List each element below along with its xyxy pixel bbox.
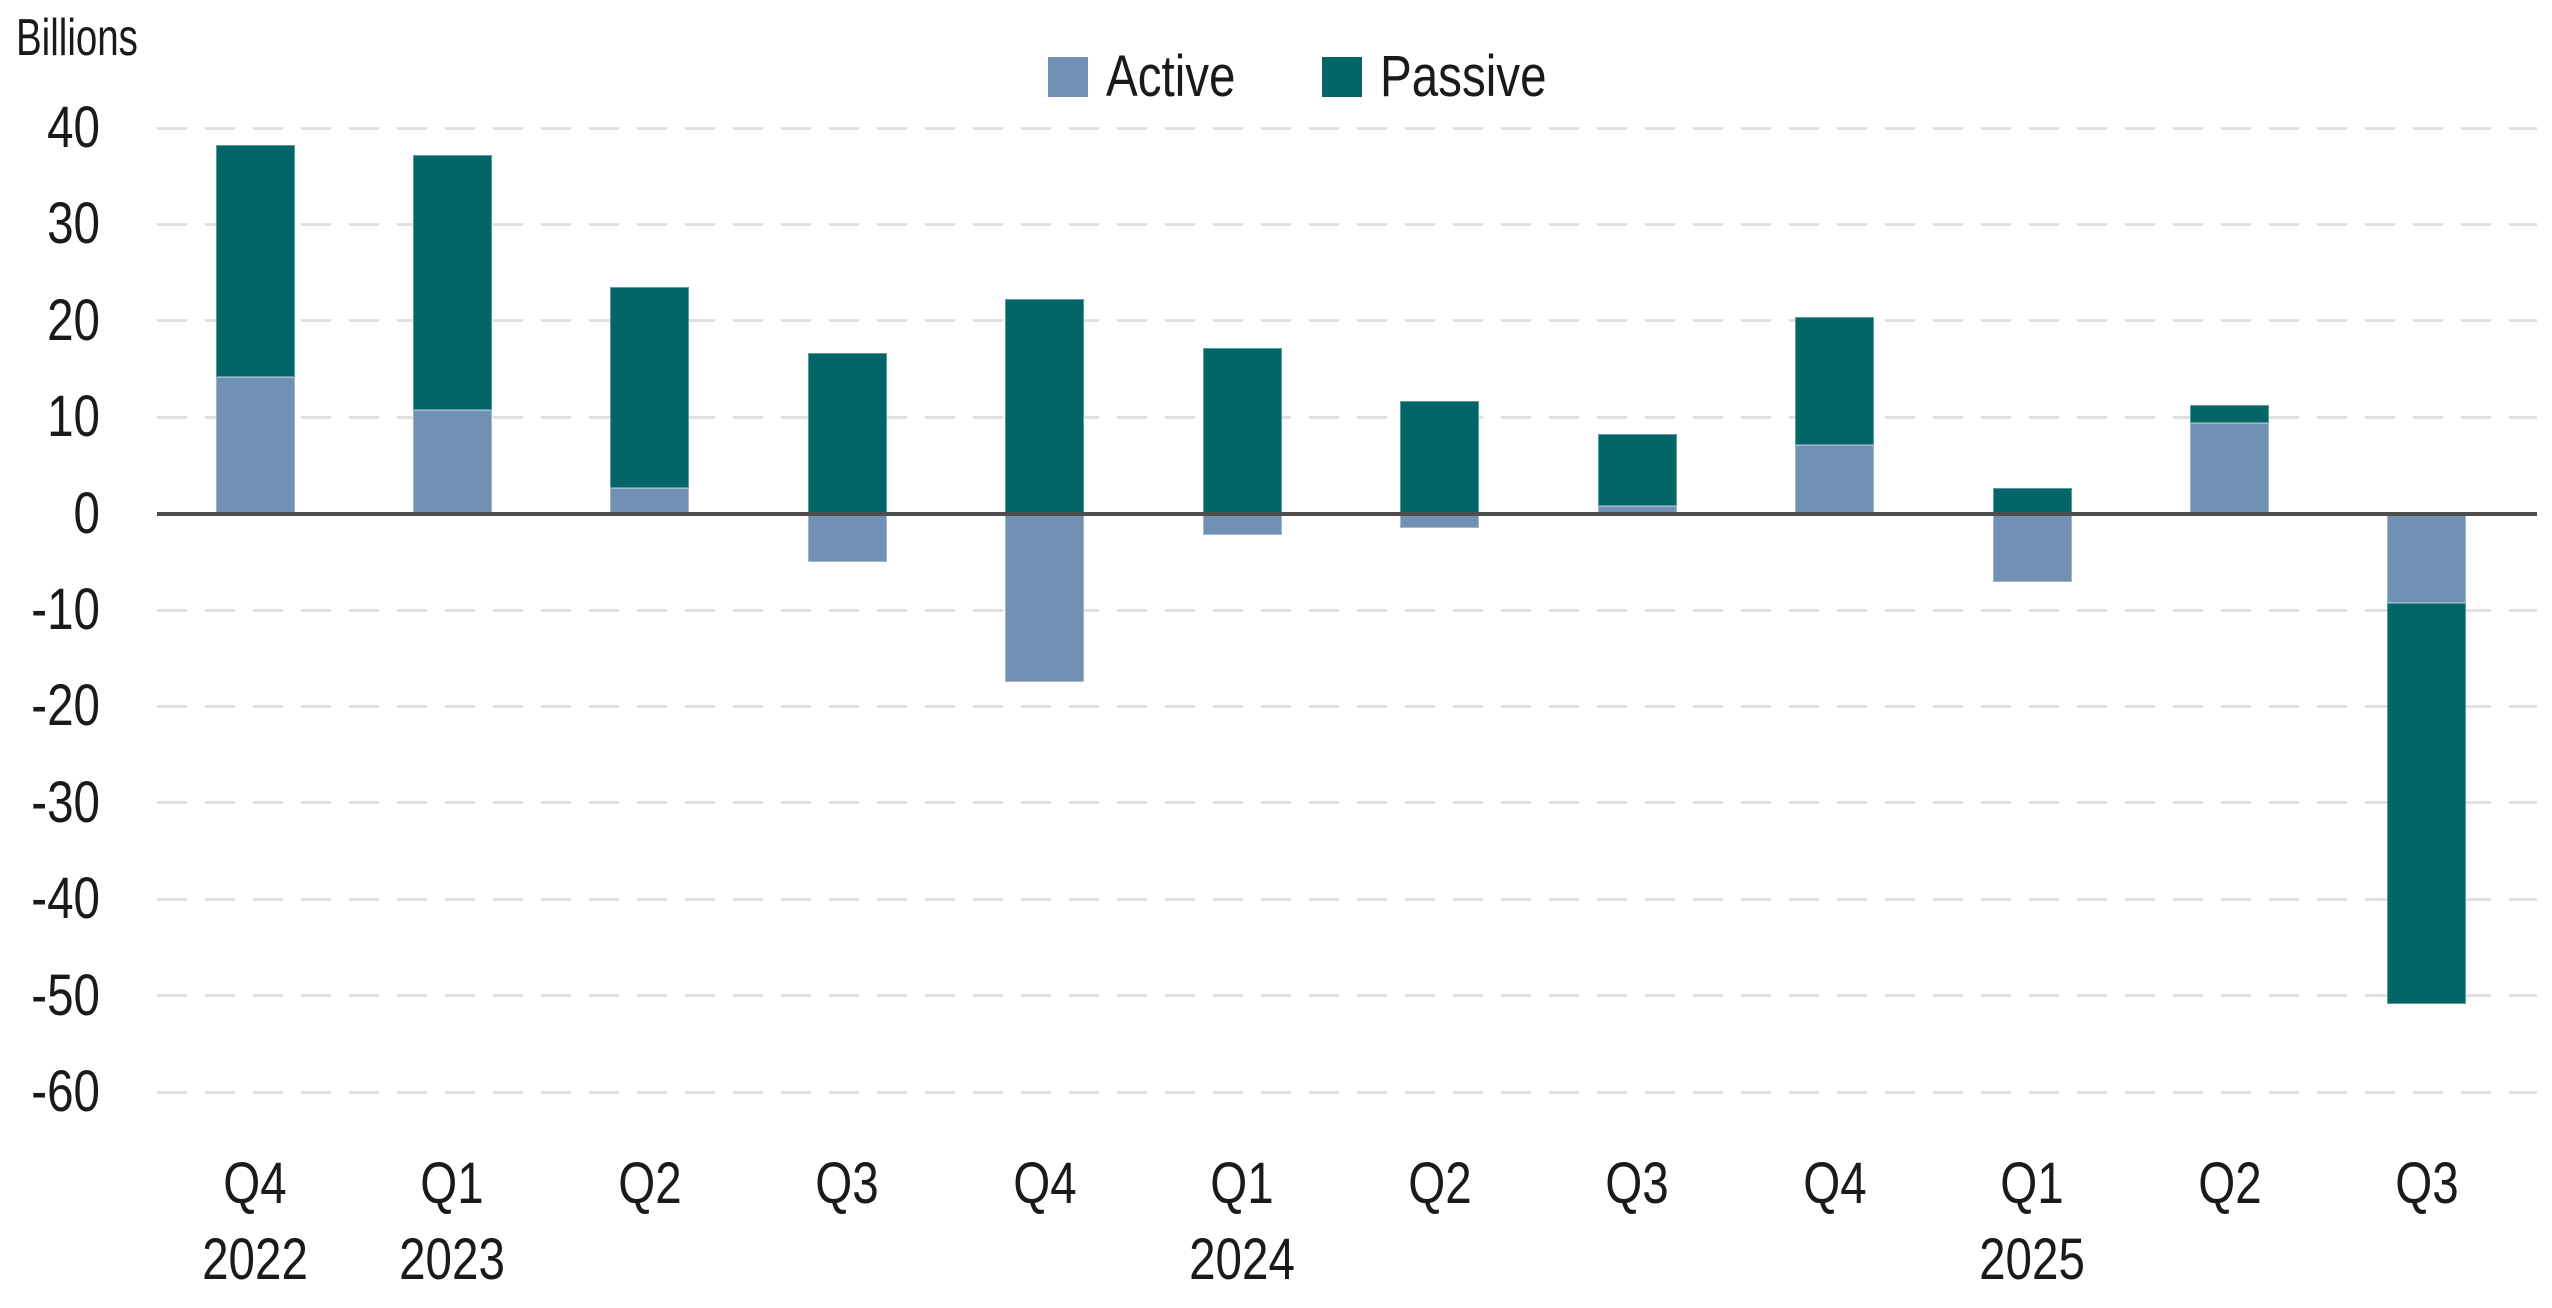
x-tick-quarter: Q2 xyxy=(2197,1151,2262,1216)
chart-legend: Active Passive xyxy=(1048,48,1583,106)
gridline--30 xyxy=(157,801,2537,805)
x-tick-label-Q4-2022-idx0: Q4 2022 xyxy=(173,1146,337,1298)
bar-segment-passive-Q3-idx7 xyxy=(1597,433,1677,506)
bar-segment-passive-Q1-2025-idx9 xyxy=(1992,487,2072,514)
x-tick-label-Q3-idx11: Q3 xyxy=(2345,1146,2509,1222)
bar-segment-active-Q3-idx11 xyxy=(2387,513,2467,604)
x-tick-label-Q4-idx4: Q4 xyxy=(963,1146,1127,1222)
bar-segment-active-Q4-2022-idx0 xyxy=(215,376,295,514)
y-axis-unit-label: Billions xyxy=(16,9,138,67)
x-tick-quarter: Q2 xyxy=(618,1151,682,1216)
x-tick-year: 2025 xyxy=(1979,1227,2085,1292)
gridline-30 xyxy=(157,222,2537,226)
gridline--60 xyxy=(157,1090,2537,1094)
bar-segment-active-Q3-idx7 xyxy=(1597,505,1677,514)
bar-segment-active-Q1-2025-idx9 xyxy=(1992,513,2072,583)
y-tick-label-40: 40 xyxy=(47,95,100,160)
x-tick-quarter: Q2 xyxy=(1407,1151,1472,1216)
bar-segment-active-Q2-idx2 xyxy=(610,487,690,514)
x-tick-label-Q3-idx7: Q3 xyxy=(1555,1146,1719,1222)
x-tick-quarter: Q4 xyxy=(1802,1151,1867,1216)
bar-segment-passive-Q3-idx3 xyxy=(807,352,887,514)
y-tick-label-30: 30 xyxy=(47,191,100,257)
x-tick-year: 2023 xyxy=(399,1227,506,1292)
bar-segment-passive-Q2-idx2 xyxy=(610,287,690,488)
legend-label-passive: Passive xyxy=(1379,44,1547,109)
y-tick-label-0: 0 xyxy=(73,480,100,546)
bar-segment-passive-Q4-2022-idx0 xyxy=(215,145,295,377)
gridline-20 xyxy=(157,319,2537,323)
bar-segment-passive-Q1-2023-idx1 xyxy=(412,154,492,411)
y-tick-label--60: -60 xyxy=(31,1059,100,1124)
x-tick-quarter: Q4 xyxy=(1013,1151,1077,1216)
x-tick-label-Q2-idx2: Q2 xyxy=(568,1146,732,1222)
x-tick-quarter: Q3 xyxy=(2395,1151,2459,1216)
bar-segment-active-Q4-idx8 xyxy=(1795,445,1875,514)
x-tick-label-Q1-2024-idx5: Q1 2024 xyxy=(1160,1146,1324,1298)
bar-segment-active-Q3-idx3 xyxy=(807,513,887,562)
gridline--50 xyxy=(157,994,2537,998)
bar-segment-active-Q1-2024-idx5 xyxy=(1202,513,1282,535)
x-tick-quarter: Q3 xyxy=(1605,1151,1669,1216)
x-tick-label-Q2-idx6: Q2 xyxy=(1358,1146,1522,1222)
bar-segment-passive-Q4-idx8 xyxy=(1795,316,1875,446)
zero-axis-line xyxy=(157,511,2537,516)
x-tick-label-Q1-2023-idx1: Q1 2023 xyxy=(370,1146,534,1298)
gridline--20 xyxy=(157,704,2537,708)
bar-segment-active-Q1-2023-idx1 xyxy=(412,410,492,514)
x-tick-quarter: Q4 xyxy=(223,1151,287,1216)
x-tick-quarter: Q3 xyxy=(815,1151,880,1216)
bar-segment-passive-Q3-idx11 xyxy=(2387,603,2467,1005)
bar-segment-active-Q2-idx10 xyxy=(2190,422,2269,514)
x-tick-quarter: Q1 xyxy=(420,1151,485,1216)
legend-label-active: Active xyxy=(1106,44,1236,109)
bar-segment-passive-Q2-idx10 xyxy=(2190,404,2269,423)
x-tick-quarter: Q1 xyxy=(2000,1151,2064,1216)
gridline-40 xyxy=(157,126,2537,130)
active-swatch-icon xyxy=(1048,57,1088,97)
y-tick-label--40: -40 xyxy=(31,866,100,932)
x-tick-quarter: Q1 xyxy=(1210,1151,1274,1216)
bar-segment-passive-Q2-idx6 xyxy=(1400,400,1480,514)
y-tick-label--20: -20 xyxy=(31,673,100,739)
bar-segment-active-Q4-idx4 xyxy=(1005,513,1085,683)
x-tick-year: 2022 xyxy=(202,1227,308,1292)
passive-swatch-icon xyxy=(1321,57,1362,97)
legend-item-active: Active xyxy=(1048,48,1264,106)
gridline--10 xyxy=(157,608,2537,612)
x-tick-label-Q2-idx10: Q2 xyxy=(2148,1146,2312,1222)
x-tick-label-Q4-idx8: Q4 xyxy=(1753,1146,1917,1222)
x-tick-year: 2024 xyxy=(1189,1227,1296,1292)
y-tick-label-20: 20 xyxy=(47,287,100,353)
x-tick-label-Q1-2025-idx9: Q1 2025 xyxy=(1950,1146,2114,1298)
y-tick-label-10: 10 xyxy=(47,384,100,450)
y-tick-label--10: -10 xyxy=(31,577,100,642)
y-tick-label--50: -50 xyxy=(31,962,100,1028)
bar-segment-active-Q2-idx6 xyxy=(1400,513,1480,529)
x-tick-label-Q3-idx3: Q3 xyxy=(765,1146,929,1222)
y-tick-label--30: -30 xyxy=(31,769,100,835)
legend-item-passive: Passive xyxy=(1321,44,1583,109)
bar-segment-passive-Q4-idx4 xyxy=(1005,298,1085,514)
gridline-10 xyxy=(157,415,2537,419)
bar-segment-passive-Q1-2024-idx5 xyxy=(1202,347,1282,514)
gridline--40 xyxy=(157,897,2537,901)
